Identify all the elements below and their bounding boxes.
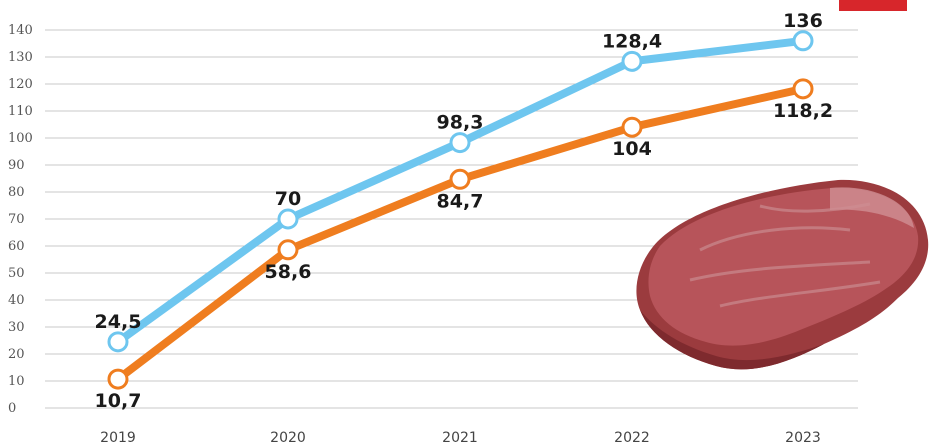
y-tick-label: 100 bbox=[8, 131, 33, 146]
y-tick-label: 50 bbox=[8, 266, 25, 281]
y-tick-label: 60 bbox=[8, 239, 25, 254]
data-point bbox=[277, 239, 299, 261]
data-point bbox=[792, 78, 814, 100]
data-label: 118,2 bbox=[773, 100, 833, 122]
meat-illustration bbox=[636, 179, 929, 370]
y-tick-label: 70 bbox=[8, 212, 25, 227]
series-points bbox=[107, 30, 814, 390]
data-label: 70 bbox=[275, 188, 301, 210]
data-point bbox=[449, 132, 471, 154]
data-point bbox=[621, 50, 643, 72]
x-tick-label: 2020 bbox=[270, 430, 306, 446]
y-axis: 0 10 20 30 40 50 60 70 80 90 100 110 120 130 140 bbox=[8, 23, 33, 416]
y-tick-label: 110 bbox=[8, 104, 33, 119]
y-tick-label: 10 bbox=[8, 374, 25, 389]
data-label: 128,4 bbox=[602, 30, 662, 52]
data-label: 104 bbox=[612, 138, 652, 160]
data-point bbox=[277, 208, 299, 230]
x-tick-label: 2019 bbox=[100, 430, 136, 446]
data-point bbox=[107, 331, 129, 353]
y-tick-label: 0 bbox=[8, 401, 16, 416]
data-label: 10,7 bbox=[95, 390, 142, 412]
data-label: 84,7 bbox=[437, 190, 484, 212]
x-tick-label: 2022 bbox=[614, 430, 650, 446]
y-tick-label: 140 bbox=[8, 23, 33, 38]
grid-lines bbox=[45, 29, 858, 409]
data-point bbox=[621, 116, 643, 138]
data-point bbox=[792, 30, 814, 52]
data-point bbox=[449, 168, 471, 190]
corner-accent bbox=[839, 0, 907, 11]
data-label: 24,5 bbox=[95, 311, 142, 333]
data-point bbox=[107, 368, 129, 390]
x-tick-label: 2021 bbox=[442, 430, 478, 446]
data-labels: 24,5 70 98,3 128,4 136 10,7 58,6 84,7 104 118,2 bbox=[95, 10, 834, 412]
y-tick-label: 80 bbox=[8, 185, 25, 200]
data-label: 58,6 bbox=[265, 261, 312, 283]
y-tick-label: 120 bbox=[8, 77, 33, 92]
x-tick-label: 2023 bbox=[785, 430, 821, 446]
y-tick-label: 30 bbox=[8, 320, 25, 335]
y-tick-label: 130 bbox=[8, 50, 33, 65]
y-tick-label: 20 bbox=[8, 347, 25, 362]
data-label: 98,3 bbox=[437, 112, 484, 134]
y-tick-label: 40 bbox=[8, 293, 25, 308]
y-tick-label: 90 bbox=[8, 158, 25, 173]
x-axis: 2019 2020 2021 2022 2023 bbox=[100, 430, 821, 446]
data-label: 136 bbox=[783, 10, 823, 32]
